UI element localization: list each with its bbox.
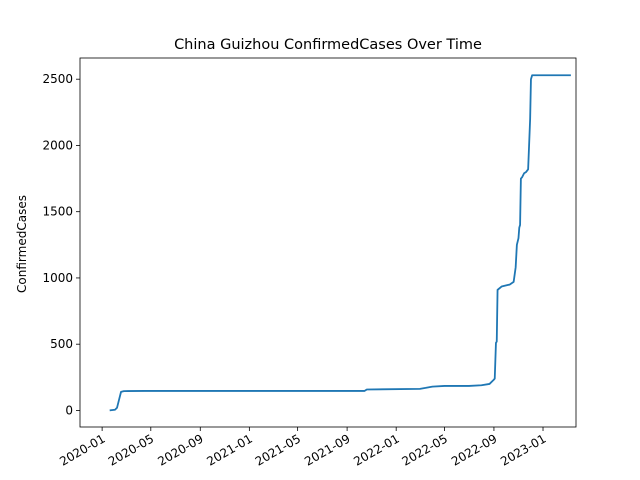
y-tick-label: 2000 xyxy=(42,138,73,152)
y-tick-label: 500 xyxy=(50,337,73,351)
plot-area xyxy=(109,74,571,412)
y-tick-label: 1000 xyxy=(42,271,73,285)
axes-frame xyxy=(79,57,577,428)
y-axis-label: ConfirmedCases xyxy=(15,195,29,293)
series-line xyxy=(109,74,571,412)
chart-title: China Guizhou ConfirmedCases Over Time xyxy=(174,37,482,53)
y-axis: 0 500 1000 1500 2000 2500 xyxy=(42,72,80,417)
y-tick-label: 1500 xyxy=(42,205,73,219)
y-tick-label: 0 xyxy=(65,403,73,417)
y-tick-label: 2500 xyxy=(42,72,73,86)
